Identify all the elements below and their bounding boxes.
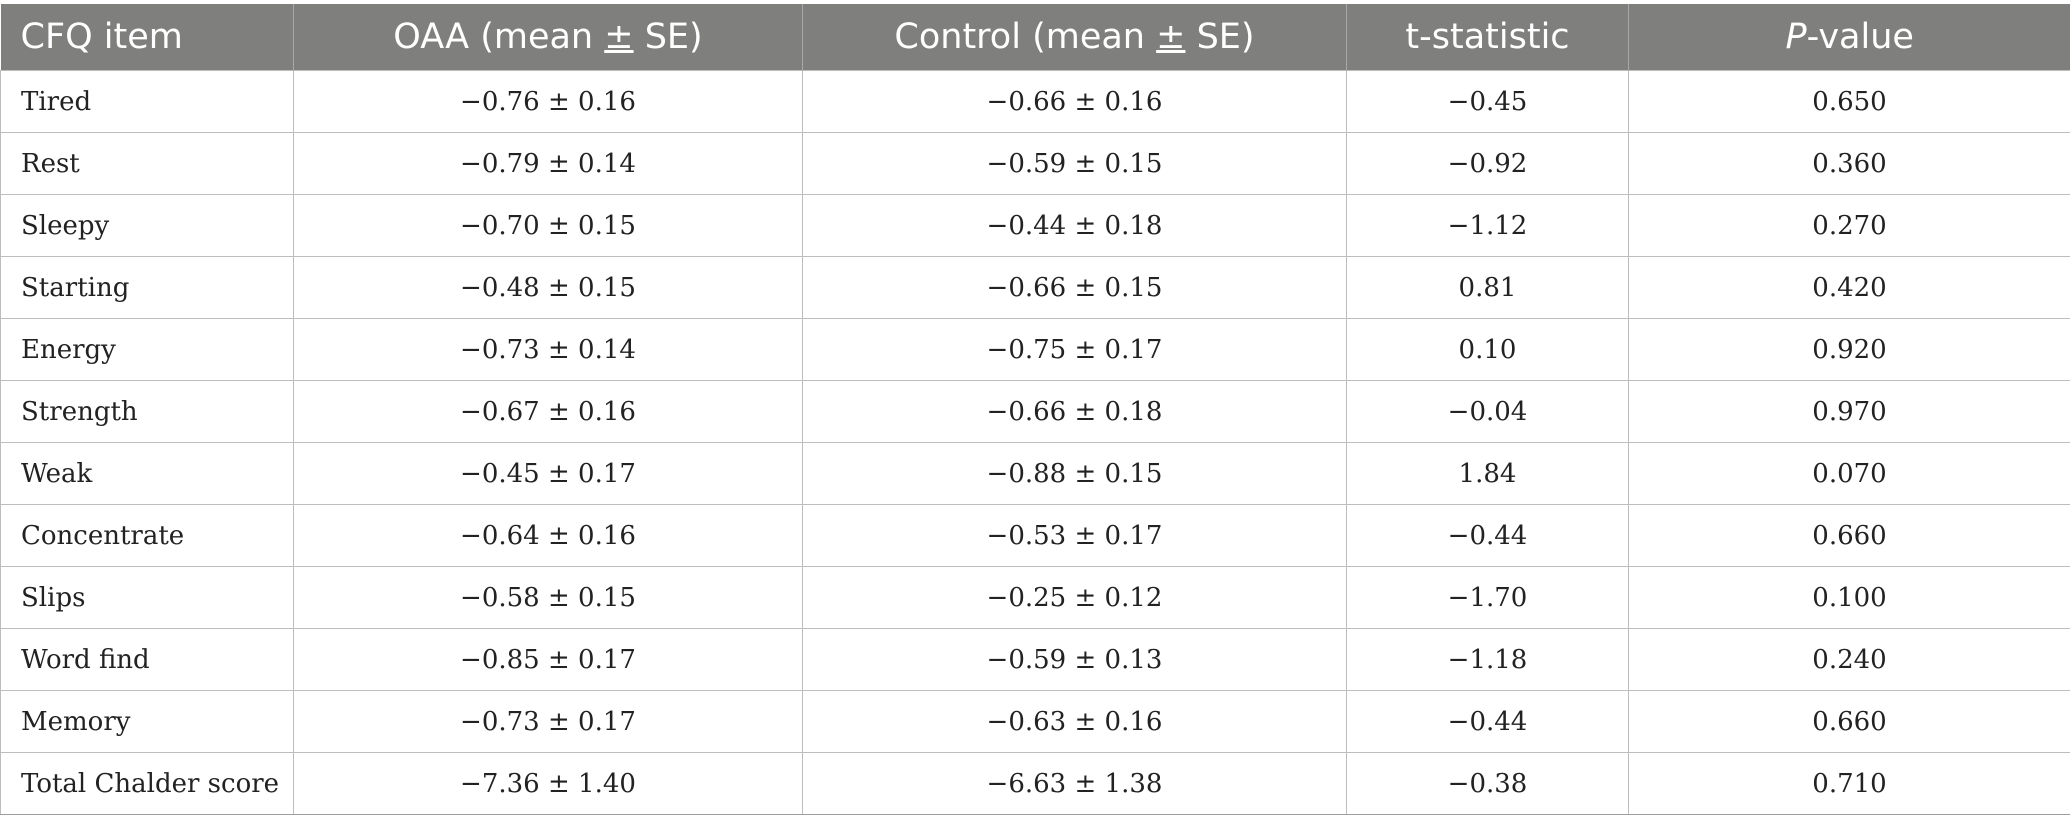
cell-control: −0.63 ± 0.16 bbox=[802, 690, 1347, 753]
cell-p-value: 0.660 bbox=[1628, 690, 2070, 753]
cell-cfq-item: Tired bbox=[0, 70, 294, 133]
cell-t-statistic: 0.81 bbox=[1346, 256, 1629, 319]
cell-oaa: −0.48 ± 0.15 bbox=[293, 256, 803, 319]
cell-p-value: 0.710 bbox=[1628, 752, 2070, 815]
cell-p-value: 0.270 bbox=[1628, 194, 2070, 257]
cell-cfq-item: Total Chalder score bbox=[0, 752, 294, 815]
table-row: Starting −0.48 ± 0.15 −0.66 ± 0.15 0.81 0.42… bbox=[0, 256, 2070, 319]
header-p-value: P-value bbox=[1628, 4, 2070, 71]
cell-oaa: −0.85 ± 0.17 bbox=[293, 628, 803, 691]
cell-t-statistic: 0.10 bbox=[1346, 318, 1629, 381]
cell-p-value: 0.070 bbox=[1628, 442, 2070, 505]
cell-control: −0.53 ± 0.17 bbox=[802, 504, 1347, 567]
cell-oaa: −7.36 ± 1.40 bbox=[293, 752, 803, 815]
header-control-prefix: Control (mean bbox=[894, 17, 1157, 57]
table-row: Rest −0.79 ± 0.14 −0.59 ± 0.15 −0.92 0.360 bbox=[0, 132, 2070, 195]
table-row: Slips −0.58 ± 0.15 −0.25 ± 0.12 −1.70 0.100 bbox=[0, 566, 2070, 629]
header-oaa: OAA (mean ± SE) bbox=[293, 4, 803, 71]
cell-t-statistic: −0.04 bbox=[1346, 380, 1629, 443]
table-body: Tired −0.76 ± 0.16 −0.66 ± 0.16 −0.45 0.650 R… bbox=[0, 70, 2070, 815]
cell-cfq-item: Sleepy bbox=[0, 194, 294, 257]
cell-t-statistic: −0.44 bbox=[1346, 690, 1629, 753]
cell-oaa: −0.79 ± 0.14 bbox=[293, 132, 803, 195]
table-row: Memory −0.73 ± 0.17 −0.63 ± 0.16 −0.44 0.660 bbox=[0, 690, 2070, 753]
cell-control: −0.44 ± 0.18 bbox=[802, 194, 1347, 257]
header-oaa-suffix: SE) bbox=[633, 17, 703, 57]
header-p-rest: -value bbox=[1806, 17, 1914, 57]
cell-p-value: 0.650 bbox=[1628, 70, 2070, 133]
cell-p-value: 0.100 bbox=[1628, 566, 2070, 629]
cell-control: −0.25 ± 0.12 bbox=[802, 566, 1347, 629]
results-table-container: CFQ item OAA (mean ± SE) Control (mean ±… bbox=[0, 4, 2070, 815]
cell-control: −0.75 ± 0.17 bbox=[802, 318, 1347, 381]
cell-control: −0.66 ± 0.15 bbox=[802, 256, 1347, 319]
cell-t-statistic: −0.38 bbox=[1346, 752, 1629, 815]
header-control: Control (mean ± SE) bbox=[802, 4, 1347, 71]
cell-cfq-item: Starting bbox=[0, 256, 294, 319]
table-row: Concentrate −0.64 ± 0.16 −0.53 ± 0.17 −0.44… bbox=[0, 504, 2070, 567]
cell-t-statistic: 1.84 bbox=[1346, 442, 1629, 505]
cell-oaa: −0.67 ± 0.16 bbox=[293, 380, 803, 443]
cell-cfq-item: Strength bbox=[0, 380, 294, 443]
header-control-pm: ± bbox=[1156, 17, 1186, 57]
table-row: Total Chalder score −7.36 ± 1.40 −6.63 ± 1… bbox=[0, 752, 2070, 815]
cell-cfq-item: Energy bbox=[0, 318, 294, 381]
cell-control: −0.59 ± 0.15 bbox=[802, 132, 1347, 195]
cell-oaa: −0.64 ± 0.16 bbox=[293, 504, 803, 567]
cell-oaa: −0.73 ± 0.17 bbox=[293, 690, 803, 753]
cell-cfq-item: Memory bbox=[0, 690, 294, 753]
cell-cfq-item: Rest bbox=[0, 132, 294, 195]
cell-oaa: −0.76 ± 0.16 bbox=[293, 70, 803, 133]
table-row: Sleepy −0.70 ± 0.15 −0.44 ± 0.18 −1.12 0.270 bbox=[0, 194, 2070, 257]
cell-cfq-item: Concentrate bbox=[0, 504, 294, 567]
cell-t-statistic: −1.18 bbox=[1346, 628, 1629, 691]
cell-p-value: 0.970 bbox=[1628, 380, 2070, 443]
header-oaa-prefix: OAA (mean bbox=[393, 17, 605, 57]
cell-p-value: 0.420 bbox=[1628, 256, 2070, 319]
cell-p-value: 0.360 bbox=[1628, 132, 2070, 195]
cell-t-statistic: −0.92 bbox=[1346, 132, 1629, 195]
cell-p-value: 0.660 bbox=[1628, 504, 2070, 567]
table-header: CFQ item OAA (mean ± SE) Control (mean ±… bbox=[0, 4, 2070, 71]
table-row: Energy −0.73 ± 0.14 −0.75 ± 0.17 0.10 0.920 bbox=[0, 318, 2070, 381]
table-row: Weak −0.45 ± 0.17 −0.88 ± 0.15 1.84 0.070 bbox=[0, 442, 2070, 505]
cell-p-value: 0.240 bbox=[1628, 628, 2070, 691]
cfq-results-table: CFQ item OAA (mean ± SE) Control (mean ±… bbox=[0, 4, 2070, 815]
header-cfq-item: CFQ item bbox=[0, 4, 294, 71]
cell-t-statistic: −1.12 bbox=[1346, 194, 1629, 257]
cell-cfq-item: Slips bbox=[0, 566, 294, 629]
table-row: Tired −0.76 ± 0.16 −0.66 ± 0.16 −0.45 0.650 bbox=[0, 70, 2070, 133]
cell-oaa: −0.45 ± 0.17 bbox=[293, 442, 803, 505]
cell-control: −0.66 ± 0.18 bbox=[802, 380, 1347, 443]
table-row: Word find −0.85 ± 0.17 −0.59 ± 0.13 −1.18 0.… bbox=[0, 628, 2070, 691]
cell-t-statistic: −0.44 bbox=[1346, 504, 1629, 567]
cell-cfq-item: Weak bbox=[0, 442, 294, 505]
header-row: CFQ item OAA (mean ± SE) Control (mean ±… bbox=[0, 4, 2070, 71]
cell-t-statistic: −1.70 bbox=[1346, 566, 1629, 629]
header-control-suffix: SE) bbox=[1185, 17, 1255, 57]
cell-control: −0.88 ± 0.15 bbox=[802, 442, 1347, 505]
cell-p-value: 0.920 bbox=[1628, 318, 2070, 381]
cell-control: −0.66 ± 0.16 bbox=[802, 70, 1347, 133]
cell-oaa: −0.73 ± 0.14 bbox=[293, 318, 803, 381]
cell-oaa: −0.58 ± 0.15 bbox=[293, 566, 803, 629]
cell-control: −6.63 ± 1.38 bbox=[802, 752, 1347, 815]
cell-t-statistic: −0.45 bbox=[1346, 70, 1629, 133]
cell-oaa: −0.70 ± 0.15 bbox=[293, 194, 803, 257]
cell-cfq-item: Word find bbox=[0, 628, 294, 691]
table-row: Strength −0.67 ± 0.16 −0.66 ± 0.18 −0.04 0.9… bbox=[0, 380, 2070, 443]
header-p-italic: P bbox=[1785, 17, 1807, 57]
cell-control: −0.59 ± 0.13 bbox=[802, 628, 1347, 691]
header-t-statistic: t-statistic bbox=[1346, 4, 1629, 71]
header-oaa-pm: ± bbox=[604, 17, 634, 57]
